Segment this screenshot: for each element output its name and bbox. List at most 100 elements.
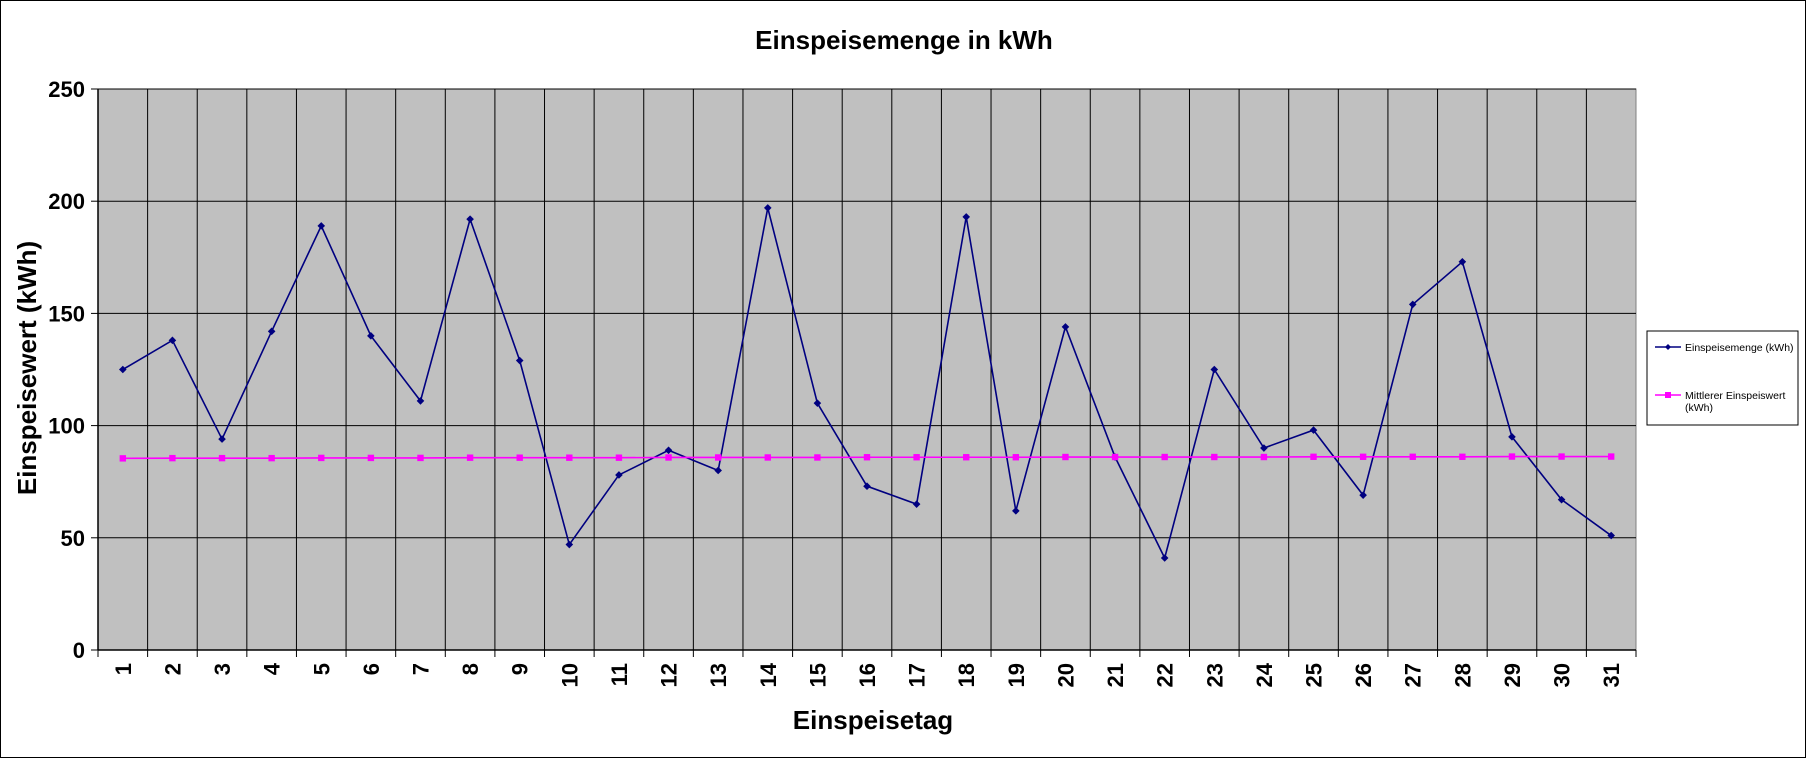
legend-label: Einspeisemenge (kWh) [1685, 342, 1794, 354]
data-point [367, 454, 375, 462]
y-tick-label: 100 [48, 414, 85, 439]
legend-label: (kWh) [1685, 402, 1713, 414]
y-tick-label: 50 [61, 526, 85, 551]
data-point [714, 466, 722, 475]
data-point [1508, 453, 1516, 460]
x-tick-label: 4 [260, 662, 285, 675]
data-point [417, 454, 424, 462]
data-point [1260, 444, 1268, 452]
y-tick-label: 150 [48, 301, 85, 326]
data-point [1359, 491, 1367, 499]
data-point [1012, 507, 1020, 515]
data-point [863, 454, 871, 461]
data-point [714, 454, 722, 461]
x-tick-label: 15 [805, 663, 830, 687]
y-tick-label: 0 [73, 638, 85, 663]
y-tick-label: 200 [48, 189, 85, 214]
x-tick-label: 31 [1599, 663, 1624, 687]
x-axis-label: Einspeisetag [793, 705, 953, 735]
data-point [1607, 453, 1615, 460]
data-point [268, 454, 275, 462]
data-point [1409, 453, 1416, 460]
x-tick-label: 8 [458, 663, 483, 675]
data-point [1508, 433, 1516, 441]
data-point [863, 482, 871, 490]
data-point [565, 540, 574, 549]
x-tick-label: 17 [905, 663, 930, 687]
x-tick-label: 11 [607, 663, 632, 686]
x-tick-label: 3 [210, 663, 235, 675]
x-tick-label: 23 [1202, 663, 1227, 687]
x-tick-label: 16 [855, 663, 880, 687]
x-tick-label: 12 [657, 663, 682, 687]
data-point [1260, 453, 1268, 461]
data-point [1062, 453, 1069, 461]
data-point [1558, 453, 1565, 460]
x-tick-label: 29 [1500, 663, 1525, 687]
data-point [962, 213, 971, 221]
plot-area [97, 88, 1637, 651]
data-point [218, 454, 226, 462]
x-tick-label: 30 [1550, 663, 1575, 687]
data-point [665, 454, 672, 461]
data-point [466, 215, 474, 223]
data-point [516, 454, 523, 461]
data-point [317, 222, 326, 230]
data-point [615, 454, 623, 461]
data-point [913, 454, 920, 461]
x-tick-label: 19 [1004, 663, 1029, 687]
x-tick-label: 14 [756, 662, 781, 687]
series-layer [119, 204, 1615, 562]
data-point [664, 446, 673, 455]
x-tick-label: 22 [1153, 663, 1178, 687]
data-point [367, 332, 375, 340]
x-tick-label: 21 [1103, 663, 1128, 687]
data-point [218, 435, 226, 443]
data-point [1557, 495, 1566, 504]
x-axis: 1 2 3 4 5 6 7 8 9 10 11 12 13 14 15 16 17 18 19 20 21 22 23 24 2… [97, 649, 1637, 687]
legend: Einspeisemenge (kWh) Mittlerer Einspeiswe… [1646, 330, 1799, 426]
data-point [1408, 300, 1417, 309]
x-tick-label: 6 [359, 663, 384, 675]
data-point [566, 454, 573, 461]
data-point [466, 454, 474, 461]
series-2 [119, 453, 1615, 462]
data-point [1458, 257, 1467, 266]
chart-title: Einspeisemenge in kWh [755, 25, 1053, 55]
data-point [912, 500, 921, 508]
data-point [814, 454, 821, 461]
data-point [615, 471, 623, 479]
data-point [963, 454, 970, 461]
x-tick-label: 10 [557, 663, 582, 687]
data-point [1210, 365, 1219, 374]
y-axis: 0 50 100 150 200 250 [48, 77, 99, 663]
data-point [1161, 453, 1168, 461]
x-tick-label: 20 [1053, 663, 1078, 687]
data-point [1310, 453, 1317, 460]
x-tick-label: 25 [1302, 663, 1327, 687]
y-axis-label: Einspeisewert (kWh) [12, 241, 42, 495]
data-point [1607, 531, 1615, 540]
data-point [1061, 323, 1070, 331]
data-point [1111, 453, 1119, 461]
x-tick-label: 5 [309, 663, 334, 675]
y-tick-label: 250 [48, 77, 85, 102]
x-tick-label: 2 [160, 663, 185, 675]
x-tick-label: 26 [1351, 663, 1376, 687]
data-point [1459, 453, 1466, 460]
data-point [119, 455, 127, 462]
data-point [1359, 453, 1367, 460]
data-point [1012, 454, 1020, 461]
legend-marker [1665, 392, 1671, 398]
grid [98, 88, 1636, 650]
data-point [1211, 453, 1218, 461]
series-1 [119, 204, 1615, 562]
legend-label: Mittlerer Einspeiswert [1685, 390, 1785, 402]
data-point [1309, 426, 1318, 434]
data-point [763, 204, 772, 212]
x-tick-label: 27 [1401, 663, 1426, 687]
x-tick-label: 13 [706, 663, 731, 687]
x-tick-label: 24 [1252, 662, 1277, 687]
